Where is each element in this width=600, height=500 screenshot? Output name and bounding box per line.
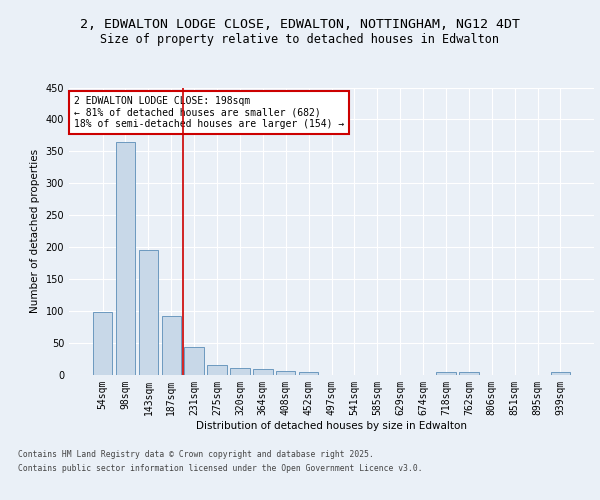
- X-axis label: Distribution of detached houses by size in Edwalton: Distribution of detached houses by size …: [196, 420, 467, 430]
- Bar: [161, 316, 181, 375]
- Bar: [459, 372, 479, 375]
- Bar: [139, 250, 158, 375]
- Bar: [436, 372, 455, 375]
- Text: Contains public sector information licensed under the Open Government Licence v3: Contains public sector information licen…: [18, 464, 422, 473]
- Y-axis label: Number of detached properties: Number of detached properties: [30, 149, 40, 314]
- Text: 2 EDWALTON LODGE CLOSE: 198sqm
← 81% of detached houses are smaller (682)
18% of: 2 EDWALTON LODGE CLOSE: 198sqm ← 81% of …: [74, 96, 344, 130]
- Text: Contains HM Land Registry data © Crown copyright and database right 2025.: Contains HM Land Registry data © Crown c…: [18, 450, 374, 459]
- Bar: [253, 369, 272, 375]
- Bar: [551, 372, 570, 375]
- Text: 2, EDWALTON LODGE CLOSE, EDWALTON, NOTTINGHAM, NG12 4DT: 2, EDWALTON LODGE CLOSE, EDWALTON, NOTTI…: [80, 18, 520, 30]
- Bar: [116, 142, 135, 375]
- Bar: [208, 366, 227, 375]
- Bar: [299, 372, 319, 375]
- Bar: [184, 347, 204, 375]
- Bar: [230, 368, 250, 375]
- Bar: [276, 371, 295, 375]
- Text: Size of property relative to detached houses in Edwalton: Size of property relative to detached ho…: [101, 32, 499, 46]
- Bar: [93, 312, 112, 375]
